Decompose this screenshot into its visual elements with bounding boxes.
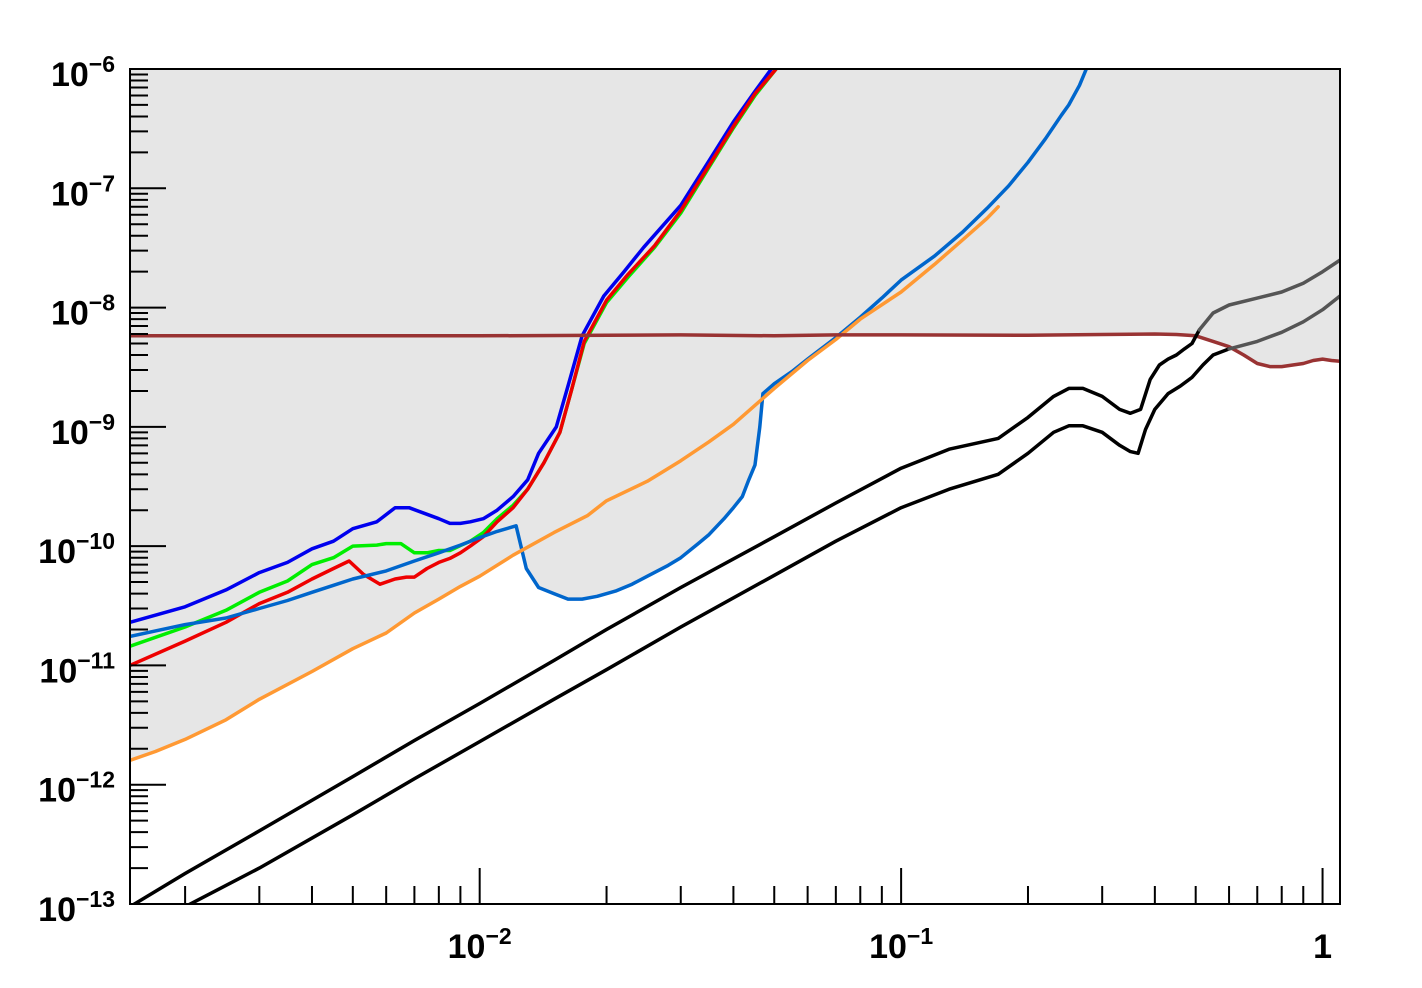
y-tick-label: 10−11 (39, 647, 115, 690)
series-line-7 (186, 347, 1231, 904)
series-line-2 (130, 69, 778, 668)
y-tick-label: 10−6 (51, 51, 115, 94)
x-tick-label: 10−2 (448, 923, 512, 966)
y-tick-label: 10−8 (51, 290, 115, 333)
y-tick-label: 10−10 (38, 528, 115, 571)
series-line-3 (130, 69, 1089, 639)
plot-frame (129, 68, 1341, 905)
excluded-region-9 (1229, 69, 1340, 349)
y-tick-label: 10−12 (38, 767, 115, 810)
series-line-8 (1197, 258, 1340, 332)
y-tick-label: 10−13 (38, 886, 115, 929)
series-layer (130, 69, 1340, 904)
axes-layer (129, 68, 1341, 905)
series-line-0 (130, 69, 774, 625)
series-line-9 (1227, 294, 1340, 351)
tick-labels-layer: 10−1310−1210−1110−1010−910−810−710−610−2… (38, 51, 1332, 966)
series-line-6 (131, 328, 1202, 904)
y-tick-label: 10−7 (51, 170, 115, 213)
y-tick-label: 10−9 (51, 409, 115, 452)
x-tick-label: 10−1 (869, 923, 933, 966)
series-line-4 (130, 205, 1000, 763)
excluded-region-5 (130, 69, 1340, 367)
excluded-region-layer (130, 69, 1340, 761)
x-tick-label: 1 (1313, 928, 1332, 966)
